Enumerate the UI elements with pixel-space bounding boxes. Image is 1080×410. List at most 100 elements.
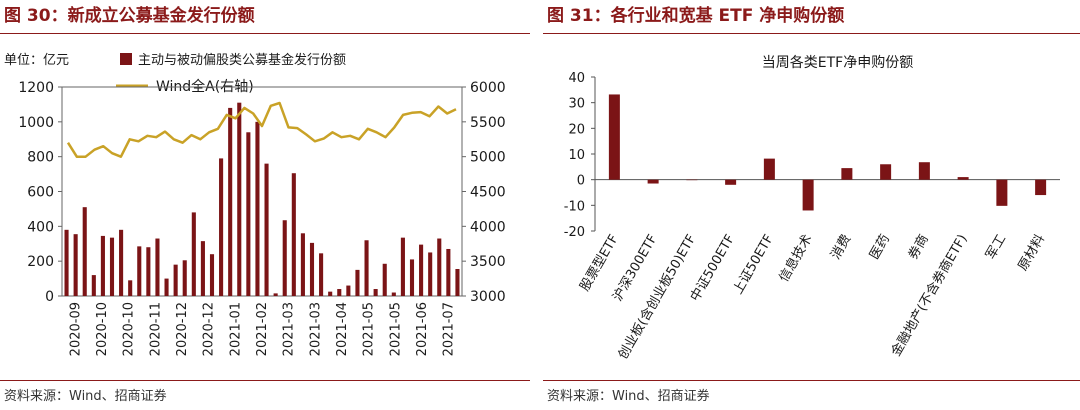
issuance-bar [273, 293, 278, 296]
y-tick-label: -20 [564, 225, 585, 240]
issuance-bar [119, 229, 124, 296]
issuance-bar [455, 269, 460, 296]
issuance-bar [409, 259, 415, 296]
y-tick-label: 800 [27, 150, 54, 166]
etf-bar [647, 179, 659, 184]
issuance-bar [173, 264, 178, 296]
x-tick-label: 2020-10 [95, 302, 110, 356]
figure-30-title: 图 30：新成立公募基金发行份额 [4, 6, 255, 26]
etf-bar [996, 179, 1008, 206]
title-rule [543, 33, 1080, 34]
wind-a-line [66, 101, 457, 158]
issuance-bar [291, 173, 296, 296]
etf-bar [725, 179, 737, 185]
category-label: 股票型ETF [578, 232, 622, 294]
category-label: 上证50ETF [731, 232, 777, 297]
x-tick-label: 2021-02 [255, 302, 270, 356]
title-rule [0, 33, 530, 34]
legend-bar-label: 主动与被动偏股类公募基金发行份额 [138, 52, 346, 68]
issuance-bar [91, 275, 96, 296]
x-tick-label: 2020-12 [175, 302, 190, 356]
y-tick-label: 600 [27, 185, 54, 201]
issuance-bar [128, 280, 133, 296]
x-tick-label: 2020-11 [148, 302, 163, 356]
x-tick-label: 2021-04 [335, 302, 350, 356]
issuance-bar [137, 246, 142, 296]
source-rule [543, 380, 1080, 381]
etf-bar [1035, 179, 1047, 196]
issuance-bar [446, 248, 451, 296]
issuance-bar [264, 163, 269, 296]
etf-bar [686, 179, 698, 181]
y2-tick-label: 5500 [470, 115, 506, 131]
issuance-bar [382, 263, 387, 296]
x-tick-label: 2020-12 [202, 302, 217, 356]
category-label: 原材料 [1016, 232, 1048, 273]
etf-net-subscription-chart: 当周各类ETF净申购份额-20-10010203040股票型ETF沪深300ET… [564, 55, 1060, 362]
figure-30-panel: 图 30：新成立公募基金发行份额 单位：亿元 主动与被动偏股类公募基金发行份额 Wi… [0, 0, 530, 410]
source-rule [0, 380, 530, 381]
issuance-bar [355, 269, 360, 296]
etf-bar [608, 94, 620, 180]
y-tick-label: -10 [564, 199, 585, 214]
issuance-bar [428, 252, 433, 296]
fund-issuance-chart: 单位：亿元 主动与被动偏股类公募基金发行份额Wind全A(右轴)020040060… [4, 52, 506, 356]
issuance-bar [146, 247, 151, 296]
issuance-bar [228, 107, 233, 297]
etf-bar [918, 162, 930, 180]
issuance-bar [300, 233, 305, 296]
source-note: 资料来源：Wind、招商证券 [547, 389, 710, 404]
category-label: 信息技术 [776, 232, 816, 285]
issuance-bar [309, 242, 315, 296]
issuance-bar [246, 132, 251, 296]
issuance-bar [319, 253, 324, 296]
source-note: 资料来源：Wind、招商证券 [4, 389, 167, 404]
issuance-bar [391, 292, 396, 296]
issuance-bar [191, 212, 196, 296]
y2-tick-label: 4500 [470, 185, 506, 201]
y2-tick-label: 3000 [470, 289, 506, 305]
issuance-bar [364, 240, 369, 296]
issuance-bar [209, 254, 215, 296]
x-tick-label: 2021-07 [442, 302, 457, 356]
y-tick-label: 0 [45, 289, 54, 305]
etf-bar [957, 177, 969, 180]
issuance-bar [219, 158, 224, 296]
x-tick-label: 2020-09 [68, 302, 83, 356]
issuance-bar [419, 244, 424, 296]
figure-31-title: 图 31：各行业和宽基 ETF 净申购份额 [547, 6, 845, 26]
y-tick-label: 1200 [18, 80, 54, 96]
y-tick-label: 10 [568, 148, 585, 163]
y-tick-label: 400 [27, 219, 54, 235]
x-tick-label: 2021-06 [415, 302, 430, 356]
etf-bar [802, 179, 814, 211]
x-tick-label: 2021-03 [282, 302, 297, 356]
issuance-bar [155, 238, 160, 296]
x-tick-label: 2021-05 [388, 302, 403, 356]
issuance-bar [337, 289, 342, 296]
y-tick-label: 0 [577, 174, 585, 189]
category-label: 医药 [867, 232, 893, 262]
category-label: 消费 [828, 232, 854, 262]
y2-tick-label: 6000 [470, 80, 506, 96]
issuance-bar [200, 241, 205, 296]
category-label: 券商 [905, 232, 932, 263]
issuance-bar [346, 285, 351, 296]
unit-label: 单位：亿元 [4, 53, 69, 68]
issuance-bar [182, 260, 187, 296]
issuance-bar [373, 289, 378, 296]
issuance-bar [100, 235, 105, 296]
issuance-bar [109, 237, 115, 296]
x-tick-label: 2021-01 [228, 302, 243, 356]
issuance-bar [328, 291, 333, 296]
issuance-bar [73, 234, 78, 296]
issuance-bar [255, 121, 260, 296]
etf-bar [841, 168, 853, 180]
y-tick-label: 40 [568, 71, 585, 86]
category-label: 金融地产(不含券商ETF) [888, 232, 971, 359]
etf-bar [880, 164, 892, 180]
issuance-bar [282, 220, 287, 296]
y2-tick-label: 4000 [470, 219, 506, 235]
legend-bar-swatch [120, 53, 132, 65]
figure-31-panel: 图 31：各行业和宽基 ETF 净申购份额 当周各类ETF净申购份额 -20 -10… [543, 0, 1080, 410]
